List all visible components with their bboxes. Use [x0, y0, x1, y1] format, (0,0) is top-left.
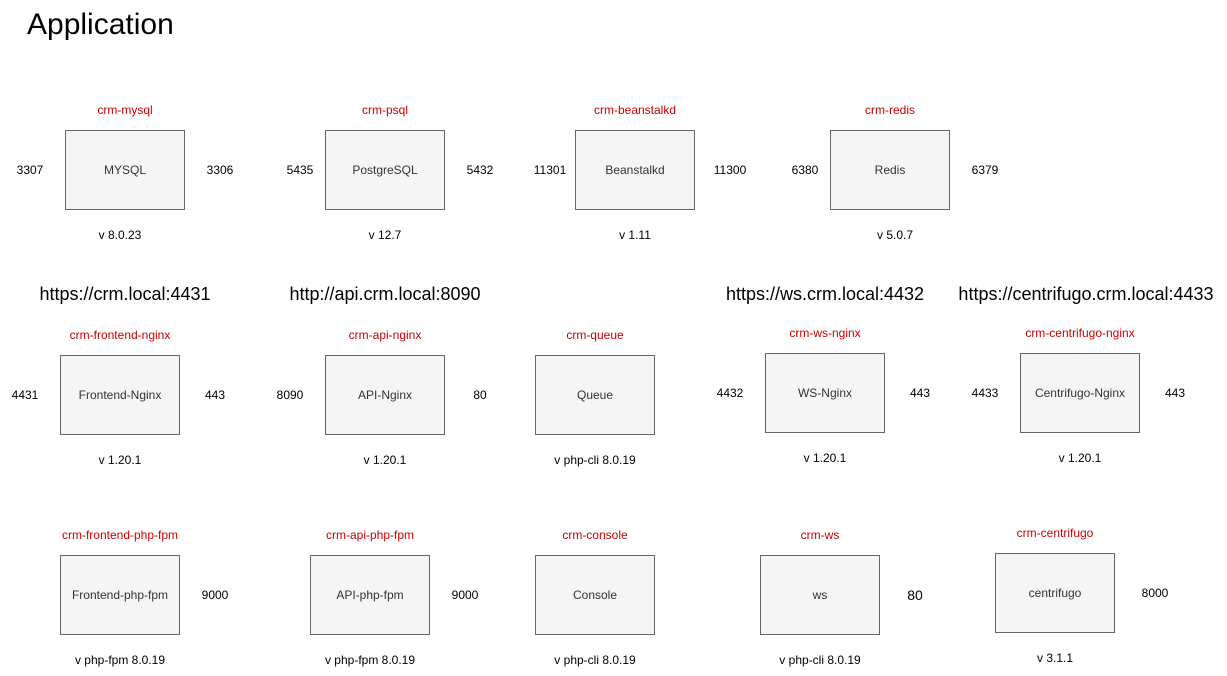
host-port-psql: 5435: [286, 163, 314, 177]
container-port-centrifugo: 8000: [1141, 586, 1169, 600]
container-box-api-php-fpm: API-php-fpm: [310, 555, 430, 635]
version-mysql: v 8.0.23: [98, 228, 142, 242]
version-centrifugo: v 3.1.1: [1036, 651, 1074, 665]
host-port-api-nginx: 8090: [276, 388, 304, 402]
container-box-frontend-php-fpm: Frontend-php-fpm: [60, 555, 180, 635]
container-box-queue: Queue: [535, 355, 655, 435]
version-queue: v php-cli 8.0.19: [554, 453, 636, 467]
container-name-beanstalkd: crm-beanstalkd: [593, 103, 677, 117]
url-ws: https://ws.crm.local:4432: [725, 284, 925, 304]
container-port-ws: 80: [907, 587, 923, 603]
version-api-php-fpm: v php-fpm 8.0.19: [324, 653, 416, 667]
container-port-frontend-php-fpm: 9000: [201, 588, 229, 602]
host-port-ws-nginx: 4432: [716, 386, 744, 400]
container-name-console: crm-console: [562, 528, 628, 542]
version-psql: v 12.7: [368, 228, 402, 242]
container-port-psql: 5432: [466, 163, 494, 177]
url-centrifugo: https://centrifugo.crm.local:4433: [958, 284, 1214, 304]
container-name-api-php-fpm: crm-api-php-fpm: [325, 528, 415, 542]
version-beanstalkd: v 1.11: [619, 228, 651, 242]
host-port-beanstalkd: 11301: [533, 163, 567, 177]
container-port-api-nginx: 80: [473, 388, 487, 402]
container-box-ws: ws: [760, 555, 880, 635]
host-port-redis: 6380: [791, 163, 819, 177]
container-name-frontend-nginx: crm-frontend-nginx: [69, 328, 171, 342]
container-box-mysql: MYSQL: [65, 130, 185, 210]
container-name-ws-nginx: crm-ws-nginx: [789, 326, 861, 340]
container-port-beanstalkd: 11300: [713, 163, 747, 177]
container-box-beanstalkd: Beanstalkd: [575, 130, 695, 210]
container-port-mysql: 3306: [206, 163, 234, 177]
container-box-console: Console: [535, 555, 655, 635]
container-box-centrifugo-nginx: Centrifugo-Nginx: [1020, 353, 1140, 433]
container-box-api-nginx: API-Nginx: [325, 355, 445, 435]
container-port-ws-nginx: 443: [909, 386, 931, 400]
container-name-frontend-php-fpm: crm-frontend-php-fpm: [61, 528, 179, 542]
container-port-frontend-nginx: 443: [204, 388, 226, 402]
container-name-ws: crm-ws: [800, 528, 840, 542]
container-box-centrifugo: centrifugo: [995, 553, 1115, 633]
container-name-centrifugo-nginx: crm-centrifugo-nginx: [1025, 326, 1135, 340]
container-box-frontend-nginx: Frontend-Nginx: [60, 355, 180, 435]
container-name-centrifugo: crm-centrifugo: [1016, 526, 1094, 540]
url-frontend: https://crm.local:4431: [39, 284, 211, 304]
version-ws: v php-cli 8.0.19: [779, 653, 861, 667]
host-port-mysql: 3307: [16, 163, 44, 177]
version-ws-nginx: v 1.20.1: [803, 451, 847, 465]
version-console: v php-cli 8.0.19: [554, 653, 636, 667]
version-redis: v 5.0.7: [876, 228, 914, 242]
host-port-centrifugo-nginx: 4433: [971, 386, 999, 400]
page-title: Application: [27, 8, 174, 41]
container-name-api-nginx: crm-api-nginx: [348, 328, 422, 342]
url-api: http://api.crm.local:8090: [289, 284, 481, 304]
container-name-psql: crm-psql: [361, 103, 409, 117]
container-box-redis: Redis: [830, 130, 950, 210]
container-name-mysql: crm-mysql: [97, 103, 153, 117]
container-name-redis: crm-redis: [865, 103, 915, 117]
version-frontend-php-fpm: v php-fpm 8.0.19: [74, 653, 166, 667]
container-box-psql: PostgreSQL: [325, 130, 445, 210]
version-frontend-nginx: v 1.20.1: [98, 453, 142, 467]
container-port-api-php-fpm: 9000: [451, 588, 479, 602]
container-box-ws-nginx: WS-Nginx: [765, 353, 885, 433]
container-port-redis: 6379: [971, 163, 999, 177]
container-port-centrifugo-nginx: 443: [1164, 386, 1186, 400]
container-name-queue: crm-queue: [566, 328, 624, 342]
version-api-nginx: v 1.20.1: [363, 453, 407, 467]
host-port-frontend-nginx: 4431: [11, 388, 39, 402]
version-centrifugo-nginx: v 1.20.1: [1058, 451, 1102, 465]
